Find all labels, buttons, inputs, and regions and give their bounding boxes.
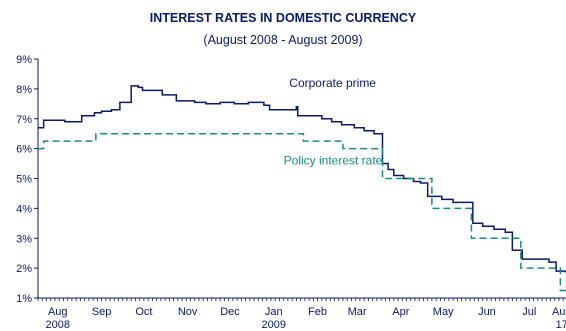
y-axis: 1% 2% 3% 4% 5% 6% 7% 8% 9% xyxy=(16,54,39,305)
x-tick-label: Apr xyxy=(392,306,409,318)
y-tick-label: 1% xyxy=(16,293,32,305)
policy-rate-label: Policy interest rate xyxy=(284,154,383,168)
y-tick-label: 3% xyxy=(16,233,32,245)
y-tick-label: 5% xyxy=(16,174,32,186)
x-tick-label: Dec xyxy=(220,306,240,318)
x-tick-label: May xyxy=(433,306,454,318)
y-tick-label: 9% xyxy=(16,54,32,66)
chart-title: INTEREST RATES IN DOMESTIC CURRENCY xyxy=(150,11,417,25)
x-tick-label: Aug xyxy=(48,306,68,318)
x-tick-label: Jul xyxy=(522,306,536,318)
corporate-prime-line xyxy=(38,85,566,273)
policy-rate-line xyxy=(38,132,566,292)
y-tick-label: 7% xyxy=(16,114,32,126)
y-tick-label: 8% xyxy=(16,84,32,96)
x-tick-label: Aug xyxy=(552,306,566,318)
x-tick-label: Nov xyxy=(178,306,198,318)
chart-subtitle: (August 2008 - August 2009) xyxy=(203,33,362,47)
x-tick-sublabel: 2008 xyxy=(46,319,70,331)
y-tick-label: 4% xyxy=(16,203,32,215)
y-tick-label: 2% xyxy=(16,263,32,275)
x-tick-label: Sep xyxy=(92,306,112,318)
x-axis-minor-ticks xyxy=(37,298,564,301)
x-tick-label: Oct xyxy=(135,306,152,318)
corporate-prime-label: Corporate prime xyxy=(289,76,376,90)
x-tick-sublabel: 2009 xyxy=(262,319,286,331)
x-tick-label: Mar xyxy=(348,306,367,318)
x-tick-sublabel: 17 xyxy=(556,319,566,331)
x-tick-label: Jun xyxy=(478,306,496,318)
x-tick-label: Jan xyxy=(265,306,283,318)
series-labels: Corporate prime Policy interest rate xyxy=(284,76,383,168)
x-tick-label: Feb xyxy=(308,306,327,318)
y-tick-label: 6% xyxy=(16,144,32,156)
series-lines xyxy=(38,85,566,292)
